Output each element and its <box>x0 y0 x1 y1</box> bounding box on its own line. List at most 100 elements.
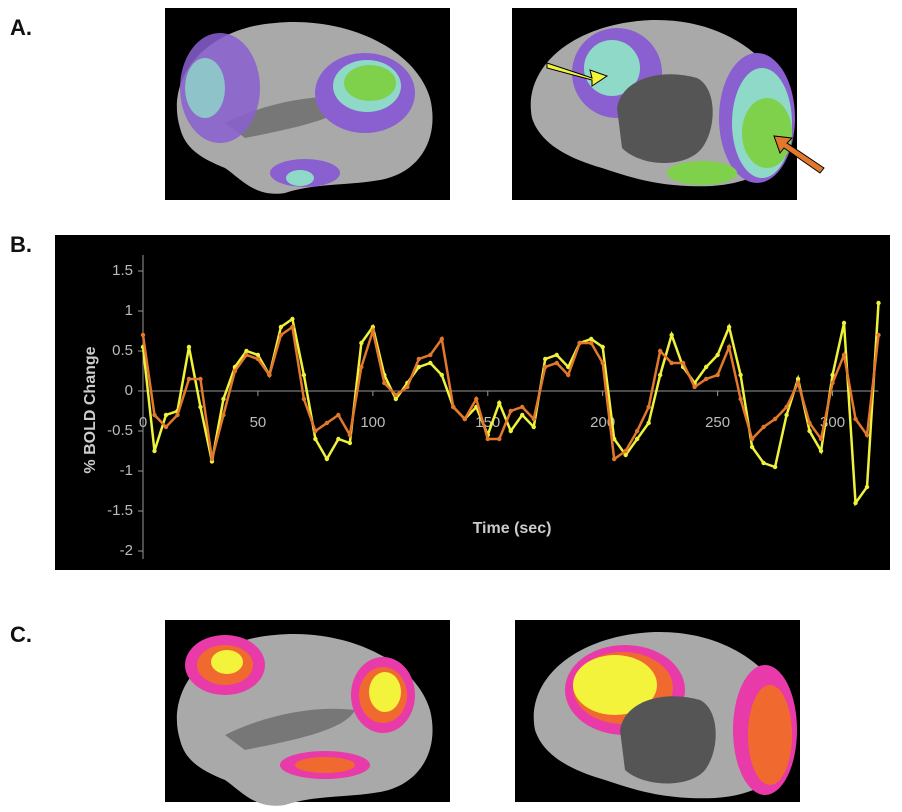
data-point <box>394 397 398 401</box>
data-point <box>830 381 834 385</box>
data-point <box>704 365 708 369</box>
data-point <box>658 373 662 377</box>
data-point <box>819 437 823 441</box>
data-point <box>600 361 604 365</box>
brain-medial-a <box>512 8 824 200</box>
y-axis-label: % BOLD Change <box>82 346 99 473</box>
data-point <box>842 321 846 325</box>
data-point <box>198 377 202 381</box>
figure: A. B. C. 1.510.50-0.5-1-1.5-205010015020… <box>0 0 902 812</box>
data-point <box>715 373 719 377</box>
data-point <box>244 353 248 357</box>
data-point <box>428 361 432 365</box>
x-axis-label: Time (sec) <box>473 520 552 537</box>
x-tick-label: 100 <box>360 414 385 431</box>
data-point <box>761 425 765 429</box>
data-point <box>336 437 340 441</box>
data-point <box>623 449 627 453</box>
data-point <box>555 353 559 357</box>
data-point <box>715 353 719 357</box>
data-point <box>784 405 788 409</box>
data-point <box>566 373 570 377</box>
data-point <box>175 413 179 417</box>
data-point <box>750 445 754 449</box>
data-point <box>635 429 639 433</box>
data-point <box>336 413 340 417</box>
data-point <box>578 341 582 345</box>
y-tick-label: 0 <box>125 382 133 399</box>
data-point <box>198 405 202 409</box>
y-tick-label: 0.5 <box>112 342 133 359</box>
data-point <box>773 417 777 421</box>
data-point <box>555 361 559 365</box>
data-point <box>302 373 306 377</box>
brain-lateral-a <box>165 8 450 200</box>
data-point <box>141 333 145 337</box>
data-point <box>681 361 685 365</box>
data-point <box>290 317 294 321</box>
y-tick-label: -2 <box>120 542 133 559</box>
data-point <box>807 429 811 433</box>
data-point <box>600 345 604 349</box>
data-point <box>589 337 593 341</box>
data-point <box>164 425 168 429</box>
data-point <box>394 393 398 397</box>
data-point <box>612 457 616 461</box>
data-point <box>152 413 156 417</box>
data-point <box>727 325 731 329</box>
data-point <box>233 369 237 373</box>
data-point <box>210 457 214 461</box>
data-point <box>359 341 363 345</box>
x-tick-label: 250 <box>705 414 730 431</box>
data-point <box>796 381 800 385</box>
data-point <box>876 301 880 305</box>
y-tick-label: -1 <box>120 462 133 479</box>
data-point <box>256 353 260 357</box>
panel-label: B. <box>10 232 32 257</box>
data-point <box>325 421 329 425</box>
data-point <box>348 441 352 445</box>
data-point <box>451 405 455 409</box>
data-point <box>359 365 363 369</box>
data-point <box>279 325 283 329</box>
data-point <box>819 449 823 453</box>
data-point <box>221 397 225 401</box>
data-point <box>267 373 271 377</box>
x-tick-label: 50 <box>250 414 267 431</box>
data-point <box>865 433 869 437</box>
data-point <box>543 357 547 361</box>
data-point <box>738 397 742 401</box>
data-point <box>279 333 283 337</box>
data-point <box>784 413 788 417</box>
data-point <box>382 381 386 385</box>
data-point <box>669 361 673 365</box>
data-point <box>842 353 846 357</box>
y-tick-label: -0.5 <box>107 422 133 439</box>
data-point <box>692 385 696 389</box>
data-point <box>658 349 662 353</box>
brain-medial-c <box>515 620 800 802</box>
data-point <box>589 341 593 345</box>
data-point <box>750 437 754 441</box>
data-point <box>761 461 765 465</box>
data-point <box>440 337 444 341</box>
data-point <box>290 325 294 329</box>
data-point <box>646 405 650 409</box>
data-point <box>187 345 191 349</box>
data-point <box>405 385 409 389</box>
data-point <box>807 421 811 425</box>
data-point <box>152 449 156 453</box>
data-point <box>853 501 857 505</box>
data-point <box>520 405 524 409</box>
data-point <box>497 401 501 405</box>
data-point <box>313 437 317 441</box>
panel-label: C. <box>10 622 32 647</box>
data-point <box>463 417 467 421</box>
data-point <box>313 429 317 433</box>
data-point <box>428 353 432 357</box>
data-point <box>773 465 777 469</box>
data-point <box>738 373 742 377</box>
data-point <box>440 373 444 377</box>
data-point <box>865 485 869 489</box>
x-tick-label: 0 <box>139 414 147 431</box>
